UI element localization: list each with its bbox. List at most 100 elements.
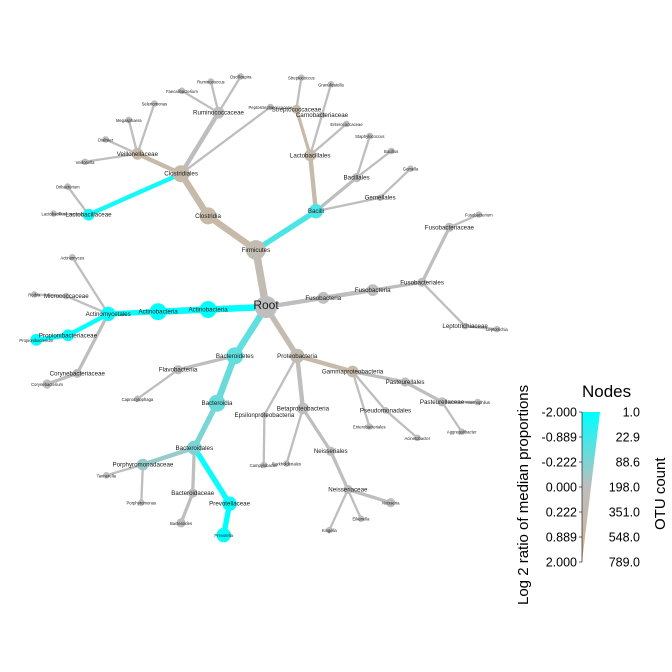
node-label: Fusobacteria — [355, 287, 391, 294]
tree-node — [261, 411, 268, 419]
node-label: Ruminococcus — [197, 80, 224, 85]
node-label: Pseudomonadales — [360, 407, 411, 414]
tree-node — [317, 292, 330, 304]
node-label: Capnocytophaga — [122, 397, 154, 402]
tree-edge — [65, 294, 110, 316]
node-label: Bacteroides — [170, 521, 192, 526]
tree-edge — [320, 83, 333, 117]
node-label: Proteobacteria — [277, 353, 318, 360]
tree-edge — [346, 487, 393, 505]
tree-node — [208, 394, 226, 412]
node-label: Enterococcaceae — [330, 122, 363, 127]
tree-labels: Root Firmicutes Clostridia Clostridiales Lac… — [19, 74, 508, 538]
tree-node — [64, 183, 71, 190]
tree-node — [199, 207, 217, 225]
tree-edge — [75, 312, 110, 375]
tree-edge — [65, 311, 111, 338]
tree-edges — [33, 75, 499, 538]
tree-edge — [420, 281, 467, 328]
tree-node — [400, 377, 410, 387]
tree-node — [237, 73, 244, 80]
node-label: Betaproteobacteria — [277, 406, 330, 413]
tree-edge — [403, 380, 444, 404]
tree-edge — [140, 463, 145, 504]
tree-node — [283, 460, 290, 467]
node-label: Prevotella — [214, 533, 233, 538]
node-label: Lactobacillaceae — [66, 212, 113, 219]
legend-color-tick-label: 0.000 — [546, 481, 577, 495]
tree-node — [254, 295, 278, 319]
legend-color-tick-label: 2.000 — [546, 556, 577, 570]
tree-edge — [191, 446, 196, 495]
tree-edge — [309, 122, 348, 157]
tree-node — [343, 120, 350, 128]
tree-node — [187, 440, 202, 455]
node-label: Actinobacteria — [188, 307, 228, 314]
node-label: Epsilonproteobacteria — [234, 412, 294, 419]
tree-node — [246, 240, 266, 260]
tree-node — [151, 100, 158, 107]
legend-color-tick-label: -0.222 — [542, 456, 577, 470]
tree-node — [138, 499, 145, 507]
legend-size-tick-label: 1.0 — [623, 406, 640, 420]
legend-color-tick-label: 0.889 — [546, 531, 577, 545]
node-label: Veillonella — [76, 160, 96, 165]
tree-node — [63, 292, 70, 300]
legend-size-tick-label: 22.9 — [616, 431, 640, 445]
legend-size-tick-label: 88.6 — [616, 456, 640, 470]
node-label: Carnobacteriaceae — [296, 112, 349, 119]
tree-node — [290, 348, 305, 364]
node-label: Kingella — [322, 528, 338, 533]
tree-node — [207, 78, 215, 85]
tree-node — [72, 368, 82, 378]
legend-color-tick-label: -2.000 — [542, 406, 577, 420]
tree-edge — [350, 369, 407, 384]
tree-node — [134, 395, 141, 403]
node-label: Propionibacterium — [19, 338, 53, 343]
node-label: Gammaproteobacteria — [322, 369, 384, 376]
tree-node — [62, 329, 74, 342]
tree-node — [326, 446, 336, 456]
node-label: Porphyromonas — [127, 501, 157, 506]
node-label: Propionibacteriaceae — [39, 332, 98, 339]
tree-node — [417, 277, 427, 287]
tree-edge — [371, 280, 424, 292]
legend-color-tick-label: 0.222 — [546, 506, 577, 520]
tree-node — [366, 423, 373, 430]
tree-edge — [178, 110, 221, 176]
node-label: Bacilli — [308, 208, 324, 215]
tree-node — [149, 303, 167, 321]
node-label: Bacillus — [384, 149, 398, 154]
tree-edge — [440, 400, 463, 433]
tree-edge — [329, 449, 350, 492]
node-label: Peptostreptococcaceae — [249, 105, 293, 110]
tree-nodes — [30, 73, 501, 543]
tree-node — [382, 407, 389, 414]
node-label: Root — [253, 298, 279, 312]
node-label: Granulicatella — [318, 82, 344, 87]
tree-edge — [355, 149, 393, 179]
tree-node — [291, 104, 301, 114]
legend-title: Nodes — [582, 382, 631, 401]
node-label: Streptococcaceae — [272, 106, 322, 113]
tree-node — [357, 515, 365, 522]
node-label: Aggregatibacter — [447, 430, 477, 435]
tree-node — [101, 306, 116, 322]
tree-edge — [83, 152, 139, 163]
node-label: Leptotrichia — [486, 327, 508, 332]
tree-node — [298, 74, 305, 81]
tree-edge — [295, 353, 306, 411]
tree-edge — [295, 353, 355, 374]
tree-node — [458, 428, 466, 436]
legend: Nodes -2.000 1.0 -0.889 22.9 -0.222 88.6 0.000… — [515, 382, 669, 605]
tree-node — [103, 472, 110, 479]
tree-edge — [191, 445, 233, 507]
tree-node — [31, 291, 38, 298]
tree-node — [199, 301, 217, 318]
node-label: Lactobacillus — [41, 212, 65, 217]
tree-edge — [321, 287, 375, 301]
tree-node — [366, 284, 379, 296]
node-label: Oribacterium — [56, 185, 80, 190]
node-label: Gemella — [403, 167, 419, 172]
